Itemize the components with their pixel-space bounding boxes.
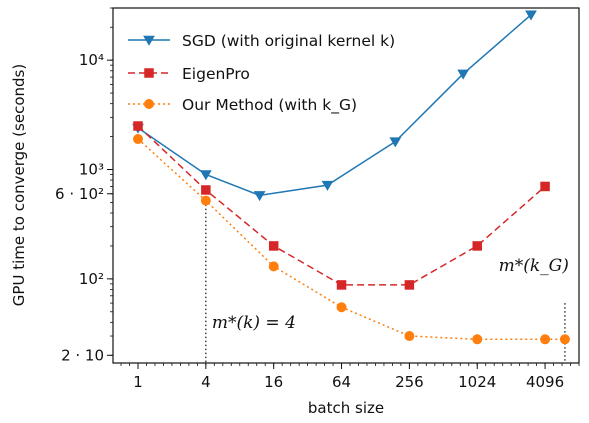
data-point-circle [200, 195, 211, 206]
plot-frame [112, 7, 580, 364]
annotation-mk: m*(k) = 4 [212, 313, 296, 333]
data-point-circle [336, 302, 347, 313]
y-axis-label: GPU time to converge (seconds) [10, 64, 28, 306]
x-tick-label: 64 [332, 373, 351, 391]
annotation-mkg: m*(k_G) [499, 256, 569, 276]
data-point-triangle [525, 10, 537, 21]
y-tick-label: 2 · 10 [61, 346, 104, 364]
data-point-circle [559, 334, 570, 345]
data-point-triangle [457, 69, 470, 80]
data-point-square [336, 280, 347, 290]
data-point-circle [133, 134, 144, 145]
x-tick-label: 4096 [526, 373, 564, 391]
legend: SGD (with original kernel k) EigenPro Our … [128, 32, 395, 115]
x-axis-label: batch size [308, 399, 384, 417]
data-point-square [540, 181, 550, 192]
data-point-square [144, 68, 154, 78]
y-tick-label: 10⁴ [79, 51, 104, 69]
data-point-square [404, 280, 415, 290]
series-layer [132, 10, 570, 345]
y-tick-label: 6 · 10² [55, 185, 104, 203]
series-line [137, 125, 546, 286]
legend-label: Our Method (with k_G) [182, 96, 357, 115]
legend-label: SGD (with original kernel k) [182, 32, 395, 50]
data-point-circle [144, 99, 154, 109]
data-point-triangle [389, 137, 402, 148]
data-point-triangle [143, 35, 155, 46]
data-point-square [133, 121, 143, 131]
x-tick-label: 4 [201, 373, 211, 391]
y-tick-label: 10² [79, 270, 104, 288]
data-point-square [472, 241, 482, 251]
series-1 [133, 121, 550, 290]
x-tick-label: 1024 [458, 373, 496, 391]
data-point-triangle [321, 180, 334, 191]
data-point-circle [540, 334, 551, 345]
x-tick-label: 1 [133, 373, 143, 391]
data-point-circle [472, 334, 483, 345]
series-0 [132, 10, 537, 202]
reference-lines [205, 200, 566, 363]
data-point-square [268, 241, 279, 251]
data-point-triangle [199, 170, 212, 181]
data-point-circle [404, 331, 415, 342]
data-point-circle [268, 261, 279, 272]
annotations: m*(k) = 4 m*(k_G) [212, 256, 569, 333]
x-tick-label: 256 [395, 373, 424, 391]
data-point-square [201, 185, 211, 195]
y-tick-label: 10³ [79, 161, 104, 179]
axes: 1 4 16 64 256 1024 4096 2 · 10 10² 6 · 10² 10³ 10⁴ [55, 7, 580, 391]
x-tick-label: 16 [264, 373, 283, 391]
legend-label: EigenPro [182, 65, 250, 83]
data-point-triangle [253, 191, 266, 202]
series-2 [133, 134, 570, 345]
